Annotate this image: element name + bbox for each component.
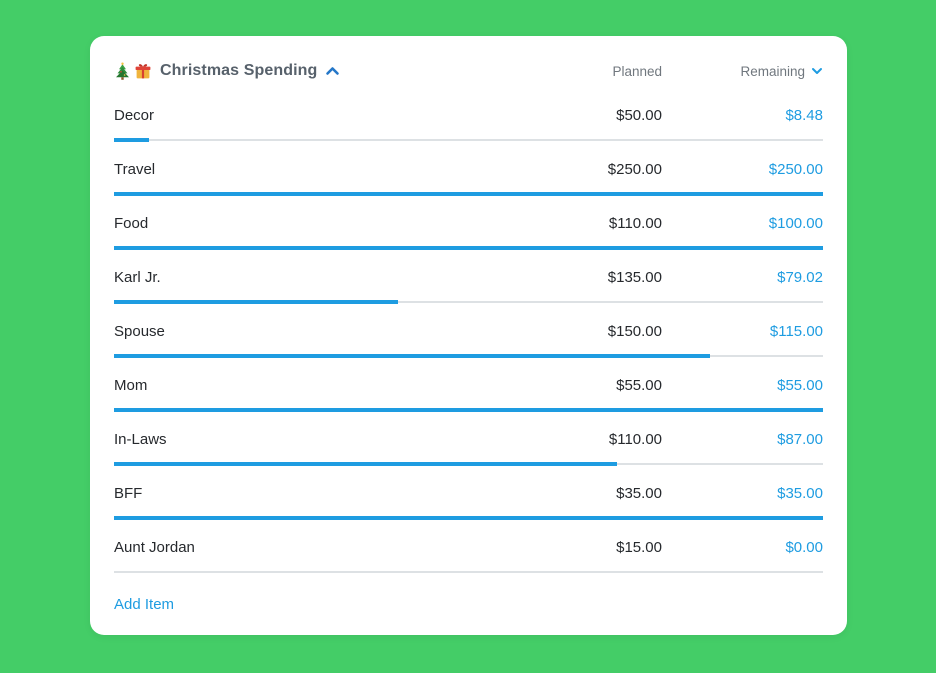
group-title-toggle[interactable]: Christmas Spending <box>114 62 542 80</box>
remaining-column-label: Remaining <box>740 63 805 79</box>
item-planned-amount[interactable]: $110.00 <box>608 430 662 448</box>
item-remaining-amount[interactable]: $0.00 <box>785 538 823 556</box>
progress-track <box>114 192 823 196</box>
budget-item-row[interactable]: Mom $55.00 $55.00 <box>114 358 823 412</box>
item-planned-amount[interactable]: $110.00 <box>608 214 662 232</box>
item-remaining-amount[interactable]: $35.00 <box>777 484 823 502</box>
remaining-column-header[interactable]: Remaining <box>662 64 823 79</box>
progress-fill <box>114 408 823 412</box>
item-name: Mom <box>114 376 148 394</box>
progress-fill <box>114 138 150 142</box>
progress-fill <box>114 516 823 520</box>
budget-item-row[interactable]: Food $110.00 $100.00 <box>114 196 823 250</box>
item-name: Spouse <box>114 322 165 340</box>
budget-item-row[interactable]: Decor $50.00 $8.48 <box>114 88 823 142</box>
budget-item-row[interactable]: Karl Jr. $135.00 $79.02 <box>114 250 823 304</box>
progress-track <box>114 300 823 304</box>
item-name: In-Laws <box>114 430 167 448</box>
progress-track <box>114 354 823 358</box>
item-planned-amount[interactable]: $35.00 <box>616 484 662 502</box>
budget-item-row[interactable]: Spouse $150.00 $115.00 <box>114 304 823 358</box>
progress-track <box>114 571 823 573</box>
group-title: Christmas Spending <box>160 62 318 79</box>
gift-icon <box>134 62 152 80</box>
item-remaining-amount[interactable]: $115.00 <box>769 322 823 340</box>
item-planned-amount[interactable]: $135.00 <box>607 268 662 286</box>
add-item-row: Add Item <box>114 574 823 635</box>
progress-fill <box>114 354 710 358</box>
progress-fill <box>114 246 823 250</box>
item-name: Travel <box>114 160 156 178</box>
progress-fill <box>114 192 823 196</box>
progress-track <box>114 138 823 142</box>
item-remaining-amount[interactable]: $100.00 <box>768 214 823 232</box>
item-name: Aunt Jordan <box>114 538 195 556</box>
item-planned-amount[interactable]: $55.00 <box>616 376 662 394</box>
chevron-down-icon <box>811 67 823 75</box>
item-remaining-amount[interactable]: $79.02 <box>777 268 823 286</box>
progress-track <box>114 516 823 520</box>
progress-track <box>114 246 823 250</box>
progress-track <box>114 408 823 412</box>
progress-fill <box>114 462 618 466</box>
progress-track <box>114 462 823 466</box>
budget-item-row[interactable]: BFF $35.00 $35.00 <box>114 466 823 520</box>
budget-item-row[interactable]: Aunt Jordan $15.00 $0.00 <box>114 520 823 574</box>
add-item-button[interactable]: Add Item <box>114 596 175 613</box>
budget-item-row[interactable]: Travel $250.00 $250.00 <box>114 142 823 196</box>
item-planned-amount[interactable]: $50.00 <box>616 106 662 124</box>
item-remaining-amount[interactable]: $55.00 <box>777 376 823 394</box>
category-group-header: Christmas Spending Planned Remaining <box>114 36 823 88</box>
budget-item-row[interactable]: In-Laws $110.00 $87.00 <box>114 412 823 466</box>
item-name: BFF <box>114 484 143 502</box>
chevron-up-icon <box>325 66 340 76</box>
item-planned-amount[interactable]: $15.00 <box>616 538 662 556</box>
item-planned-amount[interactable]: $250.00 <box>607 160 662 178</box>
item-name: Karl Jr. <box>114 268 161 286</box>
item-planned-amount[interactable]: $150.00 <box>607 322 662 340</box>
item-remaining-amount[interactable]: $250.00 <box>768 160 823 178</box>
planned-column-header: Planned <box>612 63 662 79</box>
item-remaining-amount[interactable]: $8.48 <box>785 106 823 124</box>
item-remaining-amount[interactable]: $87.00 <box>777 430 823 448</box>
budget-category-card: Christmas Spending Planned Remaining <box>90 36 847 635</box>
item-name: Food <box>114 214 149 232</box>
budget-items-list: Decor $50.00 $8.48 Travel $250.00 $250.0… <box>114 88 823 574</box>
item-name: Decor <box>114 106 155 124</box>
christmas-tree-icon <box>114 62 131 80</box>
progress-fill <box>114 300 398 304</box>
